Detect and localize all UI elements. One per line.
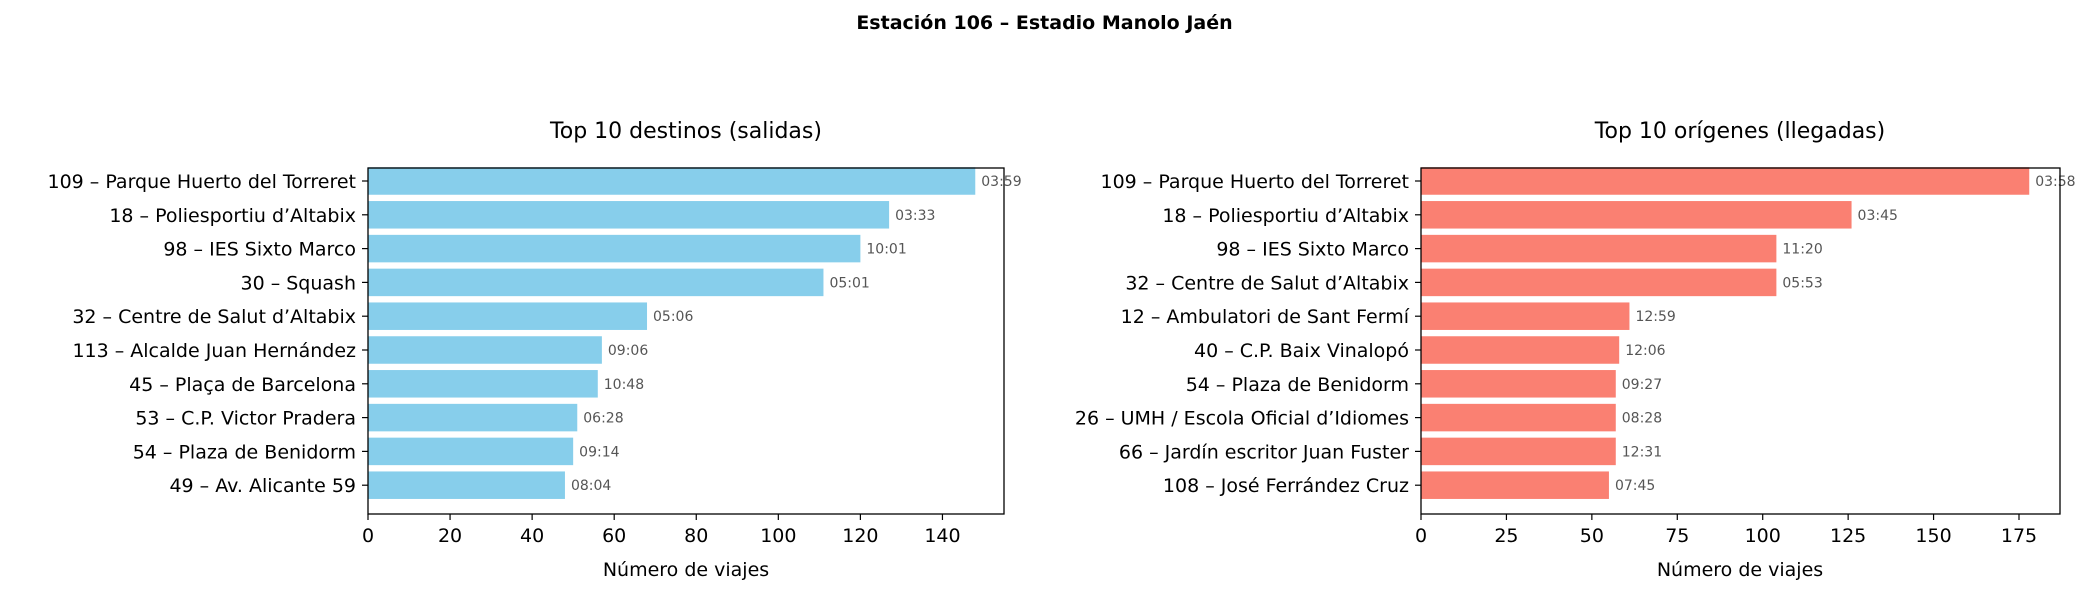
- bar-data-label: 03:58: [2035, 174, 2075, 190]
- x-tick-label: 175: [2001, 525, 2037, 547]
- bar: [368, 403, 578, 432]
- x-tick-label: 40: [520, 525, 544, 547]
- y-tick-label: 66 – Jardín escritor Juan Fuster: [1119, 441, 1409, 463]
- bar: [1421, 403, 1616, 432]
- y-tick-label: 26 – UMH / Escola Oficial d’Idiomes: [1075, 408, 1409, 430]
- bar: [368, 268, 824, 297]
- x-tick-label: 50: [1580, 525, 1604, 547]
- y-tick-label: 108 – José Ferrández Cruz: [1163, 475, 1409, 497]
- chart-title: Top 10 destinos (salidas): [549, 119, 822, 144]
- y-tick-label: 32 – Centre de Salut d’Altabix: [1125, 272, 1409, 294]
- bar-data-label: 03:45: [1858, 208, 1898, 224]
- bar: [1421, 302, 1630, 330]
- bar: [368, 234, 861, 263]
- y-tick-label: 109 – Parque Huerto del Torreret: [47, 171, 356, 193]
- x-tick-label: 120: [842, 525, 878, 547]
- chart-title: Top 10 orígenes (llegadas): [1594, 119, 1885, 144]
- bar: [368, 201, 890, 229]
- y-tick-label: 54 – Plaza de Benidorm: [1186, 374, 1409, 396]
- y-tick-label: 32 – Centre de Salut d’Altabix: [72, 306, 356, 328]
- y-tick-label: 18 – Poliesportiu d’Altabix: [109, 205, 356, 227]
- bar: [368, 336, 602, 364]
- x-tick-label: 60: [602, 525, 626, 547]
- bar-data-label: 09:06: [608, 343, 648, 359]
- y-tick-label: 98 – IES Sixto Marco: [1216, 239, 1409, 261]
- y-tick-label: 109 – Parque Huerto del Torreret: [1100, 171, 1409, 193]
- bar: [368, 471, 565, 499]
- bar: [1421, 167, 2030, 195]
- bar: [368, 370, 598, 398]
- ticks-group: 109 – Parque Huerto del Torreret 18 – Pol…: [47, 171, 960, 547]
- bar-data-label: 08:04: [571, 478, 611, 494]
- y-tick-label: 18 – Poliesportiu d’Altabix: [1162, 205, 1409, 227]
- bars-group: 03:58 03:45 11:20 05:53 12:59 12:06 09:27 08:28…: [1421, 167, 2076, 499]
- bar: [1421, 234, 1777, 263]
- bar-data-label: 10:48: [604, 377, 644, 393]
- x-tick-label: 140: [924, 525, 960, 547]
- x-tick-label: 75: [1665, 525, 1689, 547]
- x-tick-label: 100: [1745, 525, 1781, 547]
- y-tick-label: 113 – Alcalde Juan Hernández: [72, 340, 356, 362]
- bar: [1421, 437, 1616, 466]
- bar: [1421, 370, 1616, 398]
- y-tick-label: 98 – IES Sixto Marco: [163, 239, 356, 261]
- x-tick-label: 150: [1915, 525, 1951, 547]
- x-tick-label: 25: [1494, 525, 1518, 547]
- y-tick-label: 54 – Plaza de Benidorm: [133, 441, 356, 463]
- bar-data-label: 03:59: [981, 174, 1021, 190]
- y-tick-label: 30 – Squash: [240, 272, 356, 294]
- plot-frame: [1420, 167, 2061, 515]
- bar-data-label: 06:28: [583, 411, 623, 427]
- bar-data-label: 11:20: [1782, 242, 1822, 258]
- bars-group: 03:59 03:33 10:01 05:01 05:06 09:06 10:48 06:28…: [368, 167, 1022, 499]
- bar-data-label: 07:45: [1615, 478, 1655, 494]
- x-tick-label: 0: [362, 525, 374, 547]
- bar: [1421, 336, 1620, 364]
- x-tick-label: 125: [1830, 525, 1866, 547]
- x-axis-label: Número de viajes: [1657, 559, 1823, 581]
- x-tick-label: 80: [684, 525, 708, 547]
- x-tick-label: 100: [760, 525, 796, 547]
- bar-data-label: 09:14: [579, 444, 619, 460]
- ticks-group: 109 – Parque Huerto del Torreret 18 – Pol…: [1075, 171, 2037, 547]
- bar-data-label: 12:59: [1635, 309, 1675, 325]
- bar-data-label: 05:53: [1782, 275, 1822, 291]
- y-tick-label: 53 – C.P. Victor Pradera: [135, 408, 356, 430]
- x-axis-label: Número de viajes: [603, 559, 769, 581]
- bar-data-label: 10:01: [866, 242, 906, 258]
- x-tick-label: 0: [1415, 525, 1427, 547]
- x-tick-label: 20: [438, 525, 462, 547]
- y-tick-label: 12 – Ambulatori de Sant Fermí: [1121, 306, 1410, 328]
- bar-data-label: 05:01: [829, 275, 869, 291]
- y-tick-label: 40 – C.P. Baix Vinalopó: [1194, 340, 1409, 362]
- bar-data-label: 12:06: [1625, 343, 1665, 359]
- bar: [1421, 471, 1609, 499]
- bar-data-label: 08:28: [1622, 411, 1662, 427]
- chart-panel-origenes: Top 10 orígenes (llegadas) 03:58 03:45 11:…: [1075, 119, 2076, 581]
- bar-data-label: 05:06: [653, 309, 693, 325]
- bar: [368, 167, 976, 195]
- bar: [368, 302, 648, 330]
- figure-suptitle: Estación 106 – Estadio Manolo Jaén: [856, 12, 1233, 34]
- bar-data-label: 03:33: [895, 208, 935, 224]
- y-tick-label: 49 – Av. Alicante 59: [169, 475, 356, 497]
- bar-data-label: 12:31: [1622, 444, 1662, 460]
- chart-panel-destinos: Top 10 destinos (salidas) 03:59 03:33 10:0…: [47, 119, 1021, 581]
- plot-frame: [367, 167, 1005, 515]
- bar: [1421, 268, 1777, 297]
- bar: [368, 437, 574, 466]
- y-tick-label: 45 – Plaça de Barcelona: [129, 374, 356, 396]
- bar-data-label: 09:27: [1622, 377, 1662, 393]
- bar: [1421, 201, 1852, 229]
